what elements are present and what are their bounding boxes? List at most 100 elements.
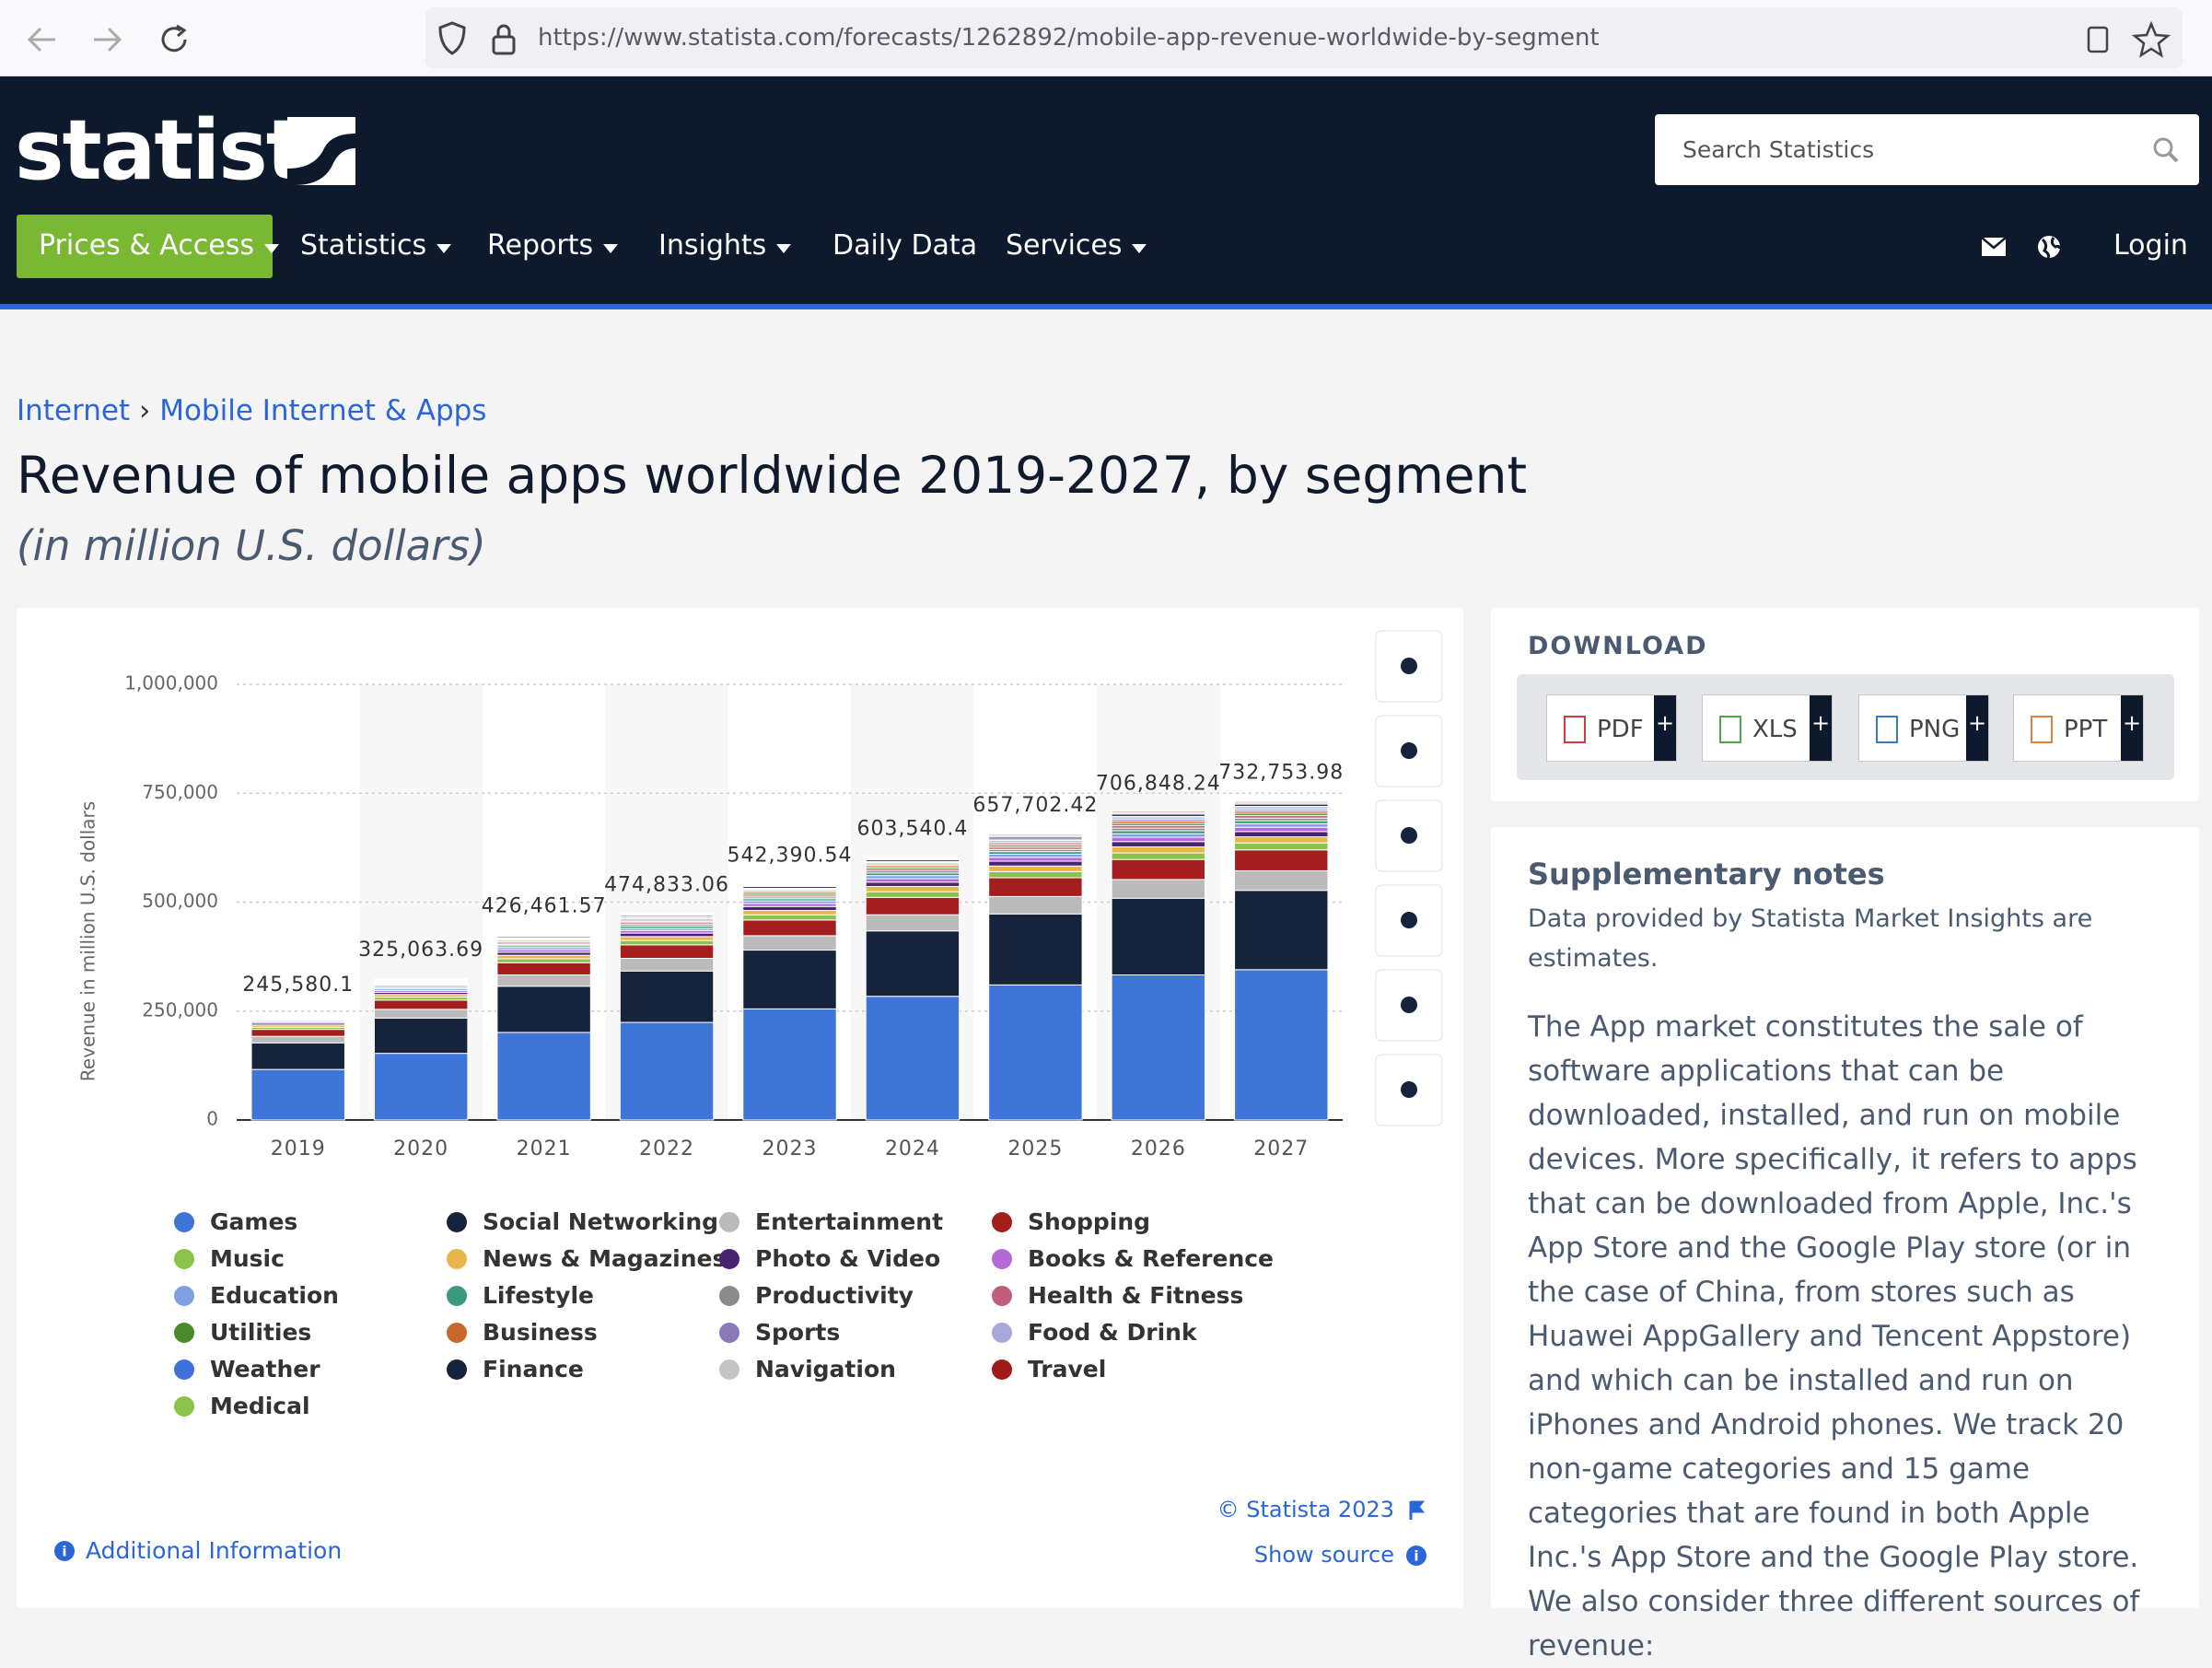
breadcrumb-link[interactable]: Mobile Internet & Apps xyxy=(159,394,486,427)
bar-segment xyxy=(1112,846,1205,853)
show-source[interactable]: Show source xyxy=(1254,1542,1394,1568)
bar-segment xyxy=(620,933,713,937)
chart-tool-button[interactable] xyxy=(1376,1055,1442,1126)
chart-tool-button[interactable] xyxy=(1376,631,1442,702)
tool-icon xyxy=(1401,997,1417,1013)
legend-label: Shopping xyxy=(1028,1208,1150,1235)
browser-bar: https://www.statista.com/forecasts/12628… xyxy=(0,0,2212,76)
download-plus: + xyxy=(1810,695,1832,761)
legend-swatch xyxy=(992,1359,1012,1380)
legend-label: Social Networking xyxy=(483,1208,718,1235)
tool-icon xyxy=(1401,827,1417,844)
url[interactable]: https://www.statista.com/forecasts/12628… xyxy=(538,24,1600,52)
total-label: 542,390.54 xyxy=(728,844,853,867)
nav-item[interactable]: Insights xyxy=(658,227,792,264)
legend-label: News & Magazines xyxy=(483,1245,726,1272)
file-icon xyxy=(1719,716,1741,743)
legend-label: Medical xyxy=(210,1393,310,1419)
bar-segment xyxy=(989,861,1082,866)
bar-segment xyxy=(1112,837,1205,842)
file-icon xyxy=(1876,716,1898,743)
legend-swatch xyxy=(174,1212,194,1232)
legend-swatch xyxy=(447,1212,467,1232)
tool-icon xyxy=(1401,1081,1417,1098)
chart-tool-button[interactable] xyxy=(1376,800,1442,871)
breadcrumb-link[interactable]: Internet xyxy=(17,394,130,427)
nav-item[interactable]: Prices & Access xyxy=(39,227,280,264)
search-box[interactable]: Search Statistics xyxy=(1655,114,2199,185)
bar-segment xyxy=(251,1036,344,1043)
nav-label: Services xyxy=(1006,229,1123,262)
caret xyxy=(1131,243,1147,254)
tool-icon xyxy=(1401,912,1417,928)
nav-item[interactable]: Statistics xyxy=(300,227,452,264)
download-button[interactable]: XLS + xyxy=(1702,694,1833,762)
legend-label: Business xyxy=(483,1319,598,1346)
legend-label: Utilities xyxy=(210,1319,311,1346)
download-format: XLS xyxy=(1752,716,1798,743)
download-button[interactable]: PDF+ xyxy=(1546,694,1677,762)
bar-segment xyxy=(866,857,959,858)
download-button[interactable]: PNG+ xyxy=(1858,694,1989,762)
bar-segment xyxy=(989,896,1082,914)
bar-segment xyxy=(866,915,959,931)
bar-segment xyxy=(497,962,590,974)
svg-text:i: i xyxy=(1414,1548,1418,1565)
legend-swatch xyxy=(447,1249,467,1269)
tool-icon xyxy=(1401,742,1417,759)
legend-swatch xyxy=(992,1323,1012,1343)
bar-segment xyxy=(989,871,1082,878)
caret xyxy=(436,243,452,254)
bar-segment xyxy=(497,959,590,962)
tool-icon xyxy=(1401,658,1417,674)
bar-segment xyxy=(866,879,959,882)
x-tick-label: 2021 xyxy=(517,1137,572,1161)
file-icon xyxy=(2031,716,2053,743)
legend-swatch xyxy=(992,1212,1012,1232)
chart-tool-button[interactable] xyxy=(1376,970,1442,1041)
nav-label: Daily Data xyxy=(832,229,977,262)
bar-segment xyxy=(743,936,836,951)
chart-tool-button[interactable] xyxy=(1376,716,1442,787)
download-title: DOWNLOAD xyxy=(1528,632,1708,660)
legend-label: Lifestyle xyxy=(483,1282,594,1309)
chart-tool-button[interactable] xyxy=(1376,885,1442,956)
login[interactable]: Login xyxy=(2113,227,2188,264)
total-label: 732,753.98 xyxy=(1218,761,1344,784)
total-label: 474,833.06 xyxy=(604,873,729,896)
nav-item[interactable]: Reports xyxy=(487,227,619,264)
bar-segment xyxy=(989,985,1082,1120)
legend-label: Sports xyxy=(755,1319,840,1346)
nav-item[interactable]: Services xyxy=(1006,227,1147,264)
bar-segment xyxy=(1112,974,1205,1120)
total-label: 245,580.1 xyxy=(242,974,354,997)
legend-swatch xyxy=(719,1249,739,1269)
y-tick-label: 250,000 xyxy=(142,998,218,1021)
bar-segment xyxy=(1112,898,1205,974)
legend-label: Weather xyxy=(210,1356,320,1382)
bar-segment xyxy=(743,915,836,920)
legend-swatch xyxy=(447,1323,467,1343)
bar-segment xyxy=(866,886,959,892)
notes-intro: Data provided by Statista Market Insight… xyxy=(1528,899,2117,978)
header-icons xyxy=(1982,234,2065,262)
svg-text:i: i xyxy=(62,1544,66,1560)
nav-item[interactable]: Daily Data xyxy=(832,227,977,264)
bar-segment xyxy=(1235,850,1328,871)
copyright[interactable]: © Statista 2023 xyxy=(1217,1497,1394,1522)
legend-label: Books & Reference xyxy=(1028,1245,1274,1272)
bar-segment xyxy=(743,920,836,936)
legend-swatch xyxy=(992,1286,1012,1306)
bar-segment xyxy=(1112,834,1205,837)
bar-segment xyxy=(1235,823,1328,827)
total-label: 603,540.4 xyxy=(856,818,968,841)
bar-segment xyxy=(620,971,713,1022)
legend-label: Food & Drink xyxy=(1028,1319,1198,1346)
download-button[interactable]: PPT+ xyxy=(2013,694,2144,762)
additional-information[interactable]: Additional Information xyxy=(86,1537,342,1564)
legend-label: Education xyxy=(210,1282,339,1309)
bar-segment xyxy=(1235,843,1328,850)
bar-segment xyxy=(374,1018,467,1053)
download-plus: + xyxy=(1966,695,1988,761)
search-placeholder: Search Statistics xyxy=(1682,136,1874,163)
